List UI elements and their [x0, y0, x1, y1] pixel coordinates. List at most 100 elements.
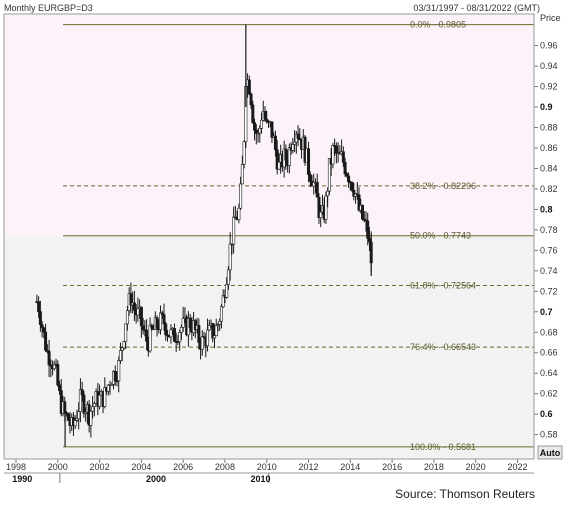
fibonacci-label: 0.0% - 0.9805 [410, 20, 466, 30]
candle-body [352, 189, 356, 197]
candle-body [56, 364, 60, 386]
x-tick-label: 2020 [466, 462, 486, 472]
auto-scale-button[interactable] [537, 445, 563, 460]
x-tick-label: 2012 [299, 462, 319, 472]
candle-body [42, 327, 46, 333]
candle-body [341, 151, 345, 163]
candle-body [319, 211, 323, 219]
candle-body [132, 302, 136, 311]
chart-title: Monthly EURGBP=D3 [4, 3, 93, 13]
candle-body [139, 306, 143, 327]
candle-body [256, 132, 260, 135]
candle-body [181, 318, 185, 328]
candle-body [277, 161, 281, 170]
candle-body [225, 284, 229, 298]
fibonacci-lines: 0.0% - 0.9805 38.2% - 0.82296 50.0% - 0.77… [63, 20, 534, 452]
candle-body [80, 389, 84, 396]
candle-body [77, 411, 81, 420]
plot-border [3, 13, 535, 460]
candle-body [216, 324, 220, 326]
x-tick-label: 2010 [257, 462, 277, 472]
candle-body [176, 341, 180, 343]
candle-body [253, 122, 257, 131]
candle-body [347, 175, 351, 183]
candle-body [169, 329, 173, 338]
candle-body [73, 420, 77, 427]
y-tick-label: 0.6 [540, 409, 553, 419]
x-tick-label: 2006 [173, 462, 193, 472]
x-tick-label: 2004 [131, 462, 151, 472]
x-tick-label: 2008 [215, 462, 235, 472]
candle-body [75, 418, 79, 421]
x-tick-label: 2018 [424, 462, 444, 472]
y-tick-label: 0.84 [540, 163, 558, 173]
candle-body [148, 325, 152, 352]
candle-body [178, 332, 182, 342]
candle-body [78, 389, 82, 412]
candle-body [263, 111, 267, 120]
y-tick-label: 0.68 [540, 327, 558, 337]
y-tick-label: 0.72 [540, 286, 558, 296]
candle-body [197, 324, 201, 343]
candle-body [84, 411, 88, 414]
candle-body [129, 293, 133, 306]
candle-body [103, 387, 107, 407]
candle-body [219, 306, 223, 322]
candle-body [155, 317, 159, 329]
candle-body [159, 312, 163, 331]
candle-body [58, 384, 62, 391]
candle-body [296, 133, 300, 139]
candle-body [228, 243, 232, 271]
chart-background-upper [4, 14, 534, 236]
candle-body [207, 325, 211, 331]
fibonacci-label: 50.0% - 0.7743 [410, 231, 471, 241]
x-tick-label: 2002 [90, 462, 110, 472]
x-axis: 1998 2000 2002 2004 2006 2008 2010 2012 2014 2016… [4, 459, 534, 484]
candle-body [124, 323, 128, 342]
candle-body [98, 394, 102, 407]
candle-body [350, 181, 354, 191]
candle-body [237, 207, 241, 220]
x-tick-label: 2000 [48, 462, 68, 472]
candle-body [331, 145, 335, 165]
y-tick-label: 0.74 [540, 266, 558, 276]
candle-body [120, 347, 124, 351]
candle-body [291, 144, 295, 151]
candle-body [172, 328, 176, 342]
candle-body [200, 336, 204, 350]
y-tick-label: 0.76 [540, 245, 558, 255]
y-tick-label: 0.88 [540, 123, 558, 133]
candle-body [287, 147, 291, 166]
candle-body [122, 341, 126, 349]
candle-body [315, 181, 319, 198]
candle-body [113, 370, 117, 382]
era-label: 2000 [146, 474, 166, 484]
candle-body [258, 127, 262, 134]
candle-body [275, 149, 279, 170]
y-tick-label: 0.7 [540, 307, 553, 317]
candle-body [188, 317, 192, 329]
era-label: 2010 [250, 474, 270, 484]
x-tick-label: 2016 [382, 462, 402, 472]
candle-body [260, 119, 264, 129]
candle-body [357, 194, 361, 211]
candle-body [160, 312, 164, 315]
price-axis-title: Price [540, 13, 561, 23]
candle-body [91, 406, 95, 412]
candle-body [150, 325, 154, 329]
y-tick-label: 0.58 [540, 430, 558, 440]
candle-body [47, 351, 51, 366]
candle-body [52, 363, 56, 369]
candle-body [162, 314, 166, 325]
candle-body [82, 394, 86, 414]
candle-body [110, 384, 114, 386]
candle-body [232, 216, 236, 245]
candle-body [211, 323, 215, 339]
candle-body [273, 135, 277, 151]
candle-body [212, 335, 216, 339]
fibonacci-label: 100.0% - 0.5681 [410, 442, 476, 452]
candle-body [115, 380, 119, 383]
candle-body [214, 325, 218, 337]
candle-body [317, 196, 321, 219]
